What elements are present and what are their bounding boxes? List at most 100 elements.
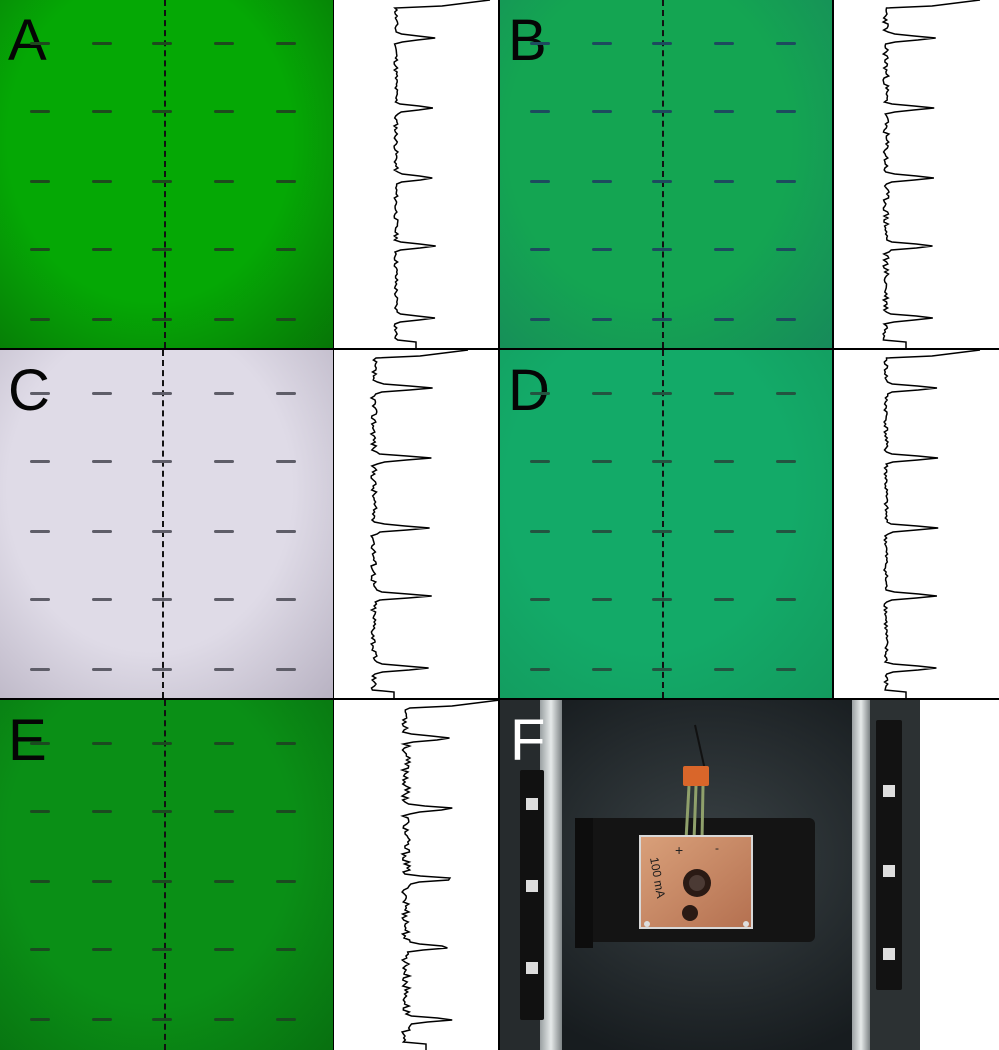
grid-mark bbox=[214, 668, 234, 671]
grid-mark bbox=[276, 392, 296, 395]
grid-mark bbox=[214, 460, 234, 463]
grid-mark bbox=[152, 530, 172, 533]
grid-mark bbox=[714, 668, 734, 671]
grid-mark bbox=[30, 110, 50, 113]
grid-mark bbox=[276, 810, 296, 813]
profile-line bbox=[662, 0, 664, 348]
grid-mark bbox=[652, 460, 672, 463]
panel-b-profile bbox=[834, 0, 999, 348]
plus-sign: + bbox=[675, 842, 683, 858]
minus-sign: - bbox=[715, 841, 719, 855]
profile-trace bbox=[392, 0, 491, 348]
grid-mark bbox=[152, 810, 172, 813]
right-led-strip bbox=[876, 720, 902, 990]
grid-mark bbox=[276, 530, 296, 533]
panel-a-image: A bbox=[0, 0, 333, 348]
grid-mark bbox=[30, 1018, 50, 1021]
grid-mark bbox=[652, 668, 672, 671]
grid-mark bbox=[776, 392, 796, 395]
grid-mark bbox=[92, 810, 112, 813]
panel-label: A bbox=[8, 8, 47, 73]
panel-e-image: E bbox=[0, 700, 333, 1050]
profile-trace bbox=[881, 0, 981, 348]
grid-mark bbox=[714, 598, 734, 601]
panel-label: B bbox=[508, 8, 547, 73]
panel-c-image: C bbox=[0, 350, 333, 698]
grid-mark bbox=[92, 110, 112, 113]
grid-mark bbox=[214, 948, 234, 951]
grid-mark bbox=[92, 948, 112, 951]
grid-mark bbox=[276, 110, 296, 113]
led-icon bbox=[526, 962, 538, 974]
grid-mark bbox=[92, 530, 112, 533]
panel-label: C bbox=[8, 358, 50, 423]
grid-mark bbox=[530, 460, 550, 463]
grid-mark bbox=[776, 248, 796, 251]
grid-mark bbox=[214, 742, 234, 745]
grid-mark bbox=[592, 598, 612, 601]
left-led-strip bbox=[520, 770, 544, 1020]
grid-mark bbox=[214, 810, 234, 813]
grid-mark bbox=[152, 392, 172, 395]
grid-mark bbox=[30, 42, 50, 45]
profile-line bbox=[162, 350, 164, 698]
grid-mark bbox=[276, 1018, 296, 1021]
grid-mark bbox=[714, 530, 734, 533]
panel-label: E bbox=[8, 708, 47, 773]
profile-line bbox=[164, 0, 166, 348]
grid-mark bbox=[276, 948, 296, 951]
grid-mark bbox=[92, 1018, 112, 1021]
grid-mark bbox=[92, 180, 112, 183]
panel-a-profile bbox=[334, 0, 498, 348]
grid-mark bbox=[530, 180, 550, 183]
grid-mark bbox=[776, 460, 796, 463]
connector bbox=[683, 766, 709, 786]
panel-f-margin bbox=[920, 700, 999, 1050]
panel-label: D bbox=[508, 358, 550, 423]
grid-mark bbox=[214, 110, 234, 113]
grid-mark bbox=[214, 530, 234, 533]
grid-mark bbox=[276, 180, 296, 183]
profile-trace bbox=[883, 350, 981, 698]
grid-mark bbox=[530, 598, 550, 601]
grid-mark bbox=[92, 598, 112, 601]
grid-mark bbox=[152, 1018, 172, 1021]
grid-mark bbox=[530, 668, 550, 671]
grid-mark bbox=[152, 880, 172, 883]
grid-mark bbox=[276, 598, 296, 601]
grid-mark bbox=[30, 880, 50, 883]
grid-mark bbox=[652, 598, 672, 601]
panel-d-image: D bbox=[500, 350, 832, 698]
grid-mark bbox=[592, 110, 612, 113]
grid-mark bbox=[152, 180, 172, 183]
grid-mark bbox=[30, 598, 50, 601]
grid-mark bbox=[714, 392, 734, 395]
grid-mark bbox=[530, 42, 550, 45]
panel-b-image: B bbox=[500, 0, 832, 348]
led-icon bbox=[526, 798, 538, 810]
grid-mark bbox=[776, 318, 796, 321]
grid-mark bbox=[276, 248, 296, 251]
grid-mark bbox=[30, 530, 50, 533]
grid-mark bbox=[592, 668, 612, 671]
profile-line bbox=[662, 350, 664, 698]
grid-mark bbox=[652, 392, 672, 395]
grid-mark bbox=[776, 598, 796, 601]
grid-mark bbox=[592, 530, 612, 533]
panel-label: F bbox=[510, 708, 545, 773]
grid-mark bbox=[152, 460, 172, 463]
grid-mark bbox=[592, 392, 612, 395]
grid-mark bbox=[92, 42, 112, 45]
grid-mark bbox=[30, 318, 50, 321]
grid-mark bbox=[776, 42, 796, 45]
grid-mark bbox=[592, 318, 612, 321]
grid-mark bbox=[592, 460, 612, 463]
led-icon bbox=[883, 785, 895, 797]
profile-line bbox=[164, 700, 166, 1050]
grid-mark bbox=[92, 460, 112, 463]
grid-mark bbox=[152, 110, 172, 113]
grid-mark bbox=[214, 598, 234, 601]
grid-mark bbox=[530, 318, 550, 321]
grid-mark bbox=[592, 248, 612, 251]
panel-e-profile bbox=[334, 700, 498, 1050]
